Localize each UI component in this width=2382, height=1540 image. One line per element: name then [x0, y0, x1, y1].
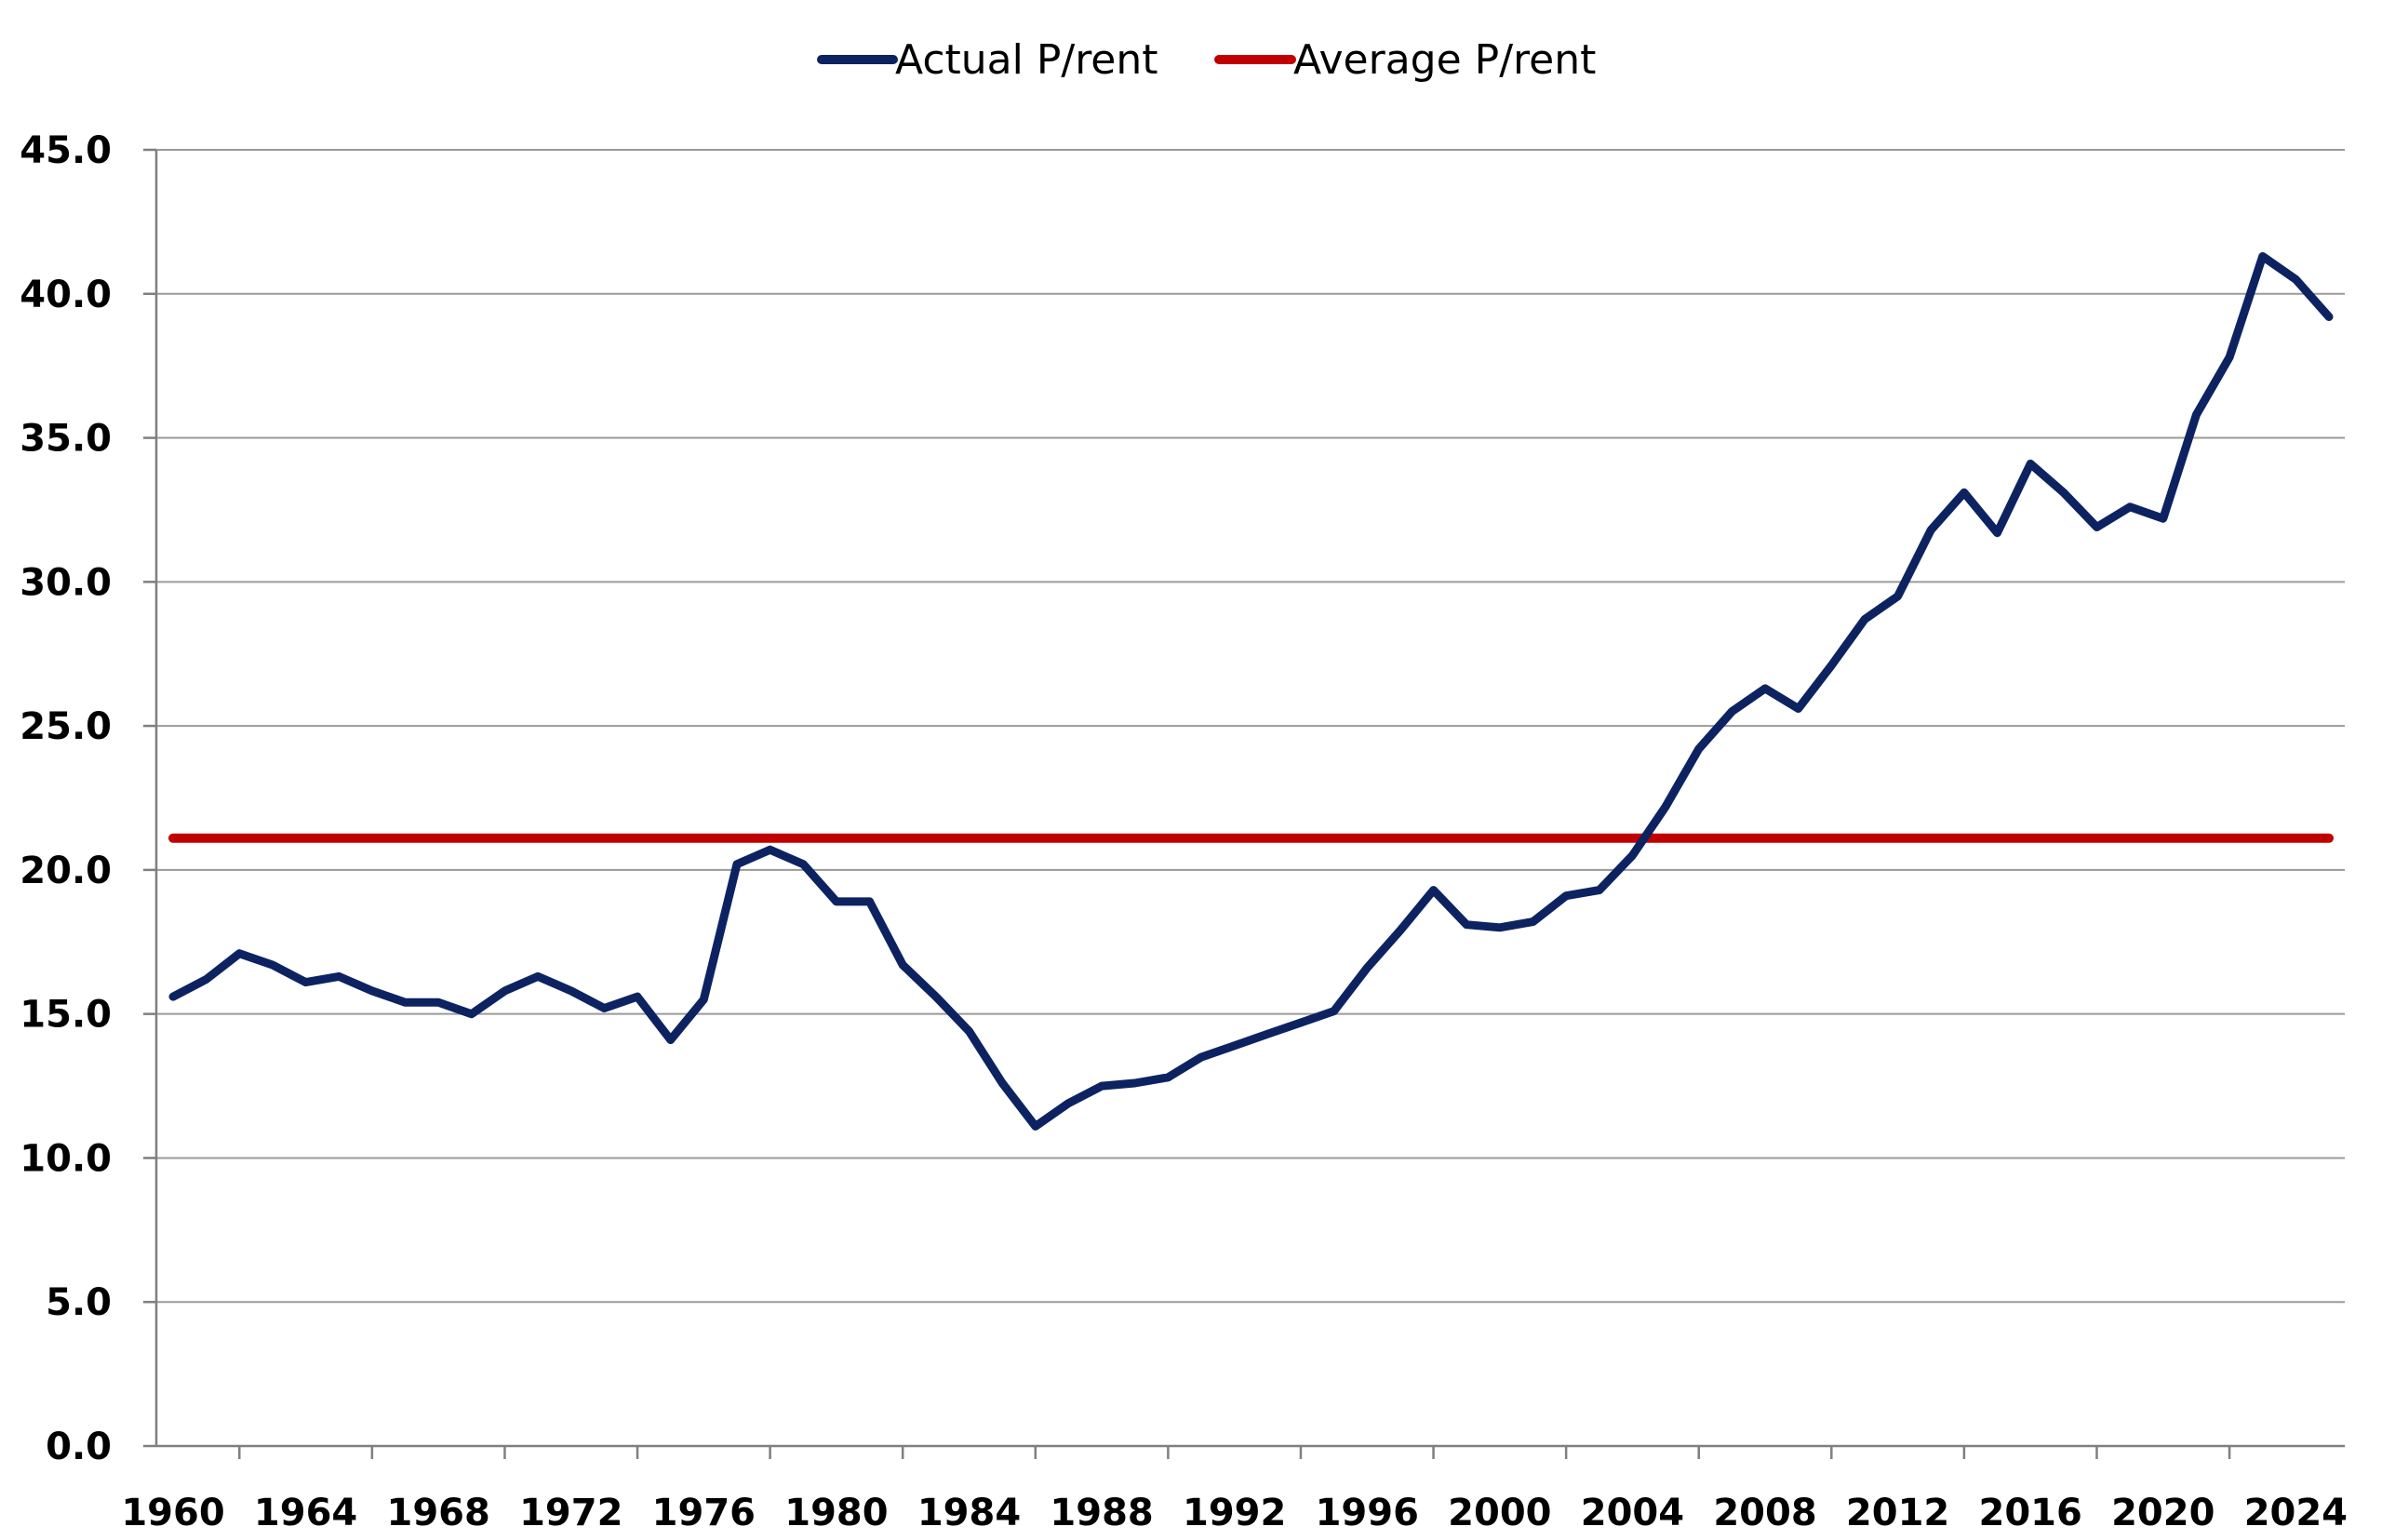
series-line-actual	[168, 252, 2334, 1131]
x-tick-label: 2012	[1846, 1492, 1949, 1534]
gridlines	[156, 149, 2345, 1304]
y-tick-label: 20.0	[20, 850, 112, 892]
y-tick-label: 45.0	[20, 129, 112, 172]
x-tick-label: 1988	[1050, 1492, 1153, 1534]
x-tick-label: 1964	[254, 1492, 357, 1534]
x-tick-label: 1972	[519, 1492, 622, 1534]
y-tick-label: 35.0	[20, 418, 112, 461]
y-tick-label: 30.0	[20, 561, 112, 604]
legend: Actual P/rent Average P/rent	[817, 36, 1596, 84]
x-tick-label: 1968	[387, 1492, 490, 1534]
x-tick-label: 2004	[1581, 1492, 1684, 1534]
series	[168, 252, 2334, 1131]
x-tick-label: 2024	[2244, 1492, 2348, 1534]
y-tick-label: 40.0	[20, 274, 112, 316]
y-tick-label: 15.0	[20, 994, 112, 1037]
legend-label: Average P/rent	[1293, 36, 1596, 84]
y-tick-label: 25.0	[20, 705, 112, 748]
x-tick-label: 2016	[1979, 1492, 2082, 1534]
y-tick-label: 5.0	[46, 1281, 112, 1324]
x-tick-label: 2000	[1448, 1492, 1551, 1534]
x-tick-labels: 1960 1964 1968 1972 1976 1980 1984 1988 1992 1996…	[121, 1492, 2348, 1534]
x-tick-label: 1992	[1183, 1492, 1286, 1534]
x-tick-label: 1960	[121, 1492, 224, 1534]
legend-label: Actual P/rent	[895, 36, 1158, 84]
y-tick-labels: 0.0 5.0 10.0 15.0 20.0 25.0 30.0 35.0 40.0 45.0	[20, 129, 112, 1468]
x-tick-label: 1984	[917, 1492, 1021, 1534]
axes	[143, 148, 2345, 1459]
x-tick-label: 1996	[1316, 1492, 1419, 1534]
x-tick-label: 1976	[652, 1492, 756, 1534]
x-tick-label: 1980	[784, 1492, 888, 1534]
x-tick-label: 2020	[2111, 1492, 2215, 1534]
y-tick-label: 10.0	[20, 1137, 112, 1180]
y-tick-label: 0.0	[46, 1426, 112, 1468]
x-tick-label: 2008	[1713, 1492, 1816, 1534]
